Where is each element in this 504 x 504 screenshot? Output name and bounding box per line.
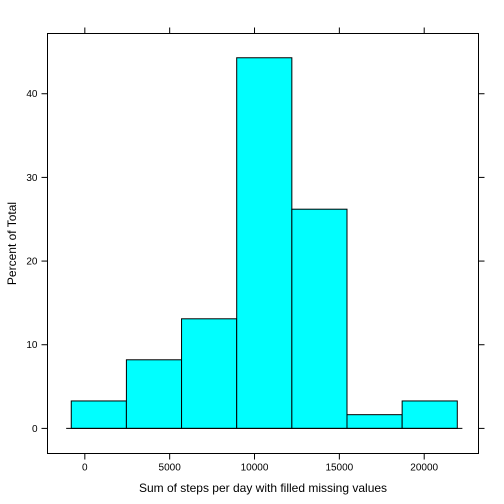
y-tick-label: 30 [26, 173, 38, 184]
y-axis-ticks: 0 10 20 30 40 [26, 89, 485, 435]
histogram-bar-3 [181, 318, 238, 429]
histogram-bar-2 [125, 359, 183, 429]
x-tick-label: 0 [82, 463, 88, 474]
x-tick-label: 10000 [241, 463, 269, 474]
histogram-bar-1 [70, 400, 127, 429]
x-axis-title: Sum of steps per day with filled missing… [139, 481, 387, 495]
y-axis-title: Percent of Total [5, 202, 19, 285]
y-tick-label: 0 [32, 424, 38, 435]
histogram-bar-4 [236, 57, 293, 429]
x-tick-label: 5000 [159, 463, 182, 474]
histogram-bar-5 [291, 208, 348, 429]
histogram-bar-6 [346, 414, 403, 429]
x-tick-label: 15000 [325, 463, 353, 474]
histogram-bars [70, 57, 458, 429]
y-tick-label: 10 [26, 340, 38, 351]
y-tick-label: 40 [26, 89, 38, 100]
histogram-bar-7 [401, 400, 458, 429]
plot-frame [47, 33, 479, 454]
x-tick-label: 20000 [410, 463, 438, 474]
y-tick-label: 20 [26, 257, 38, 268]
x-axis-ticks: 0 5000 10000 15000 20000 [82, 27, 439, 474]
